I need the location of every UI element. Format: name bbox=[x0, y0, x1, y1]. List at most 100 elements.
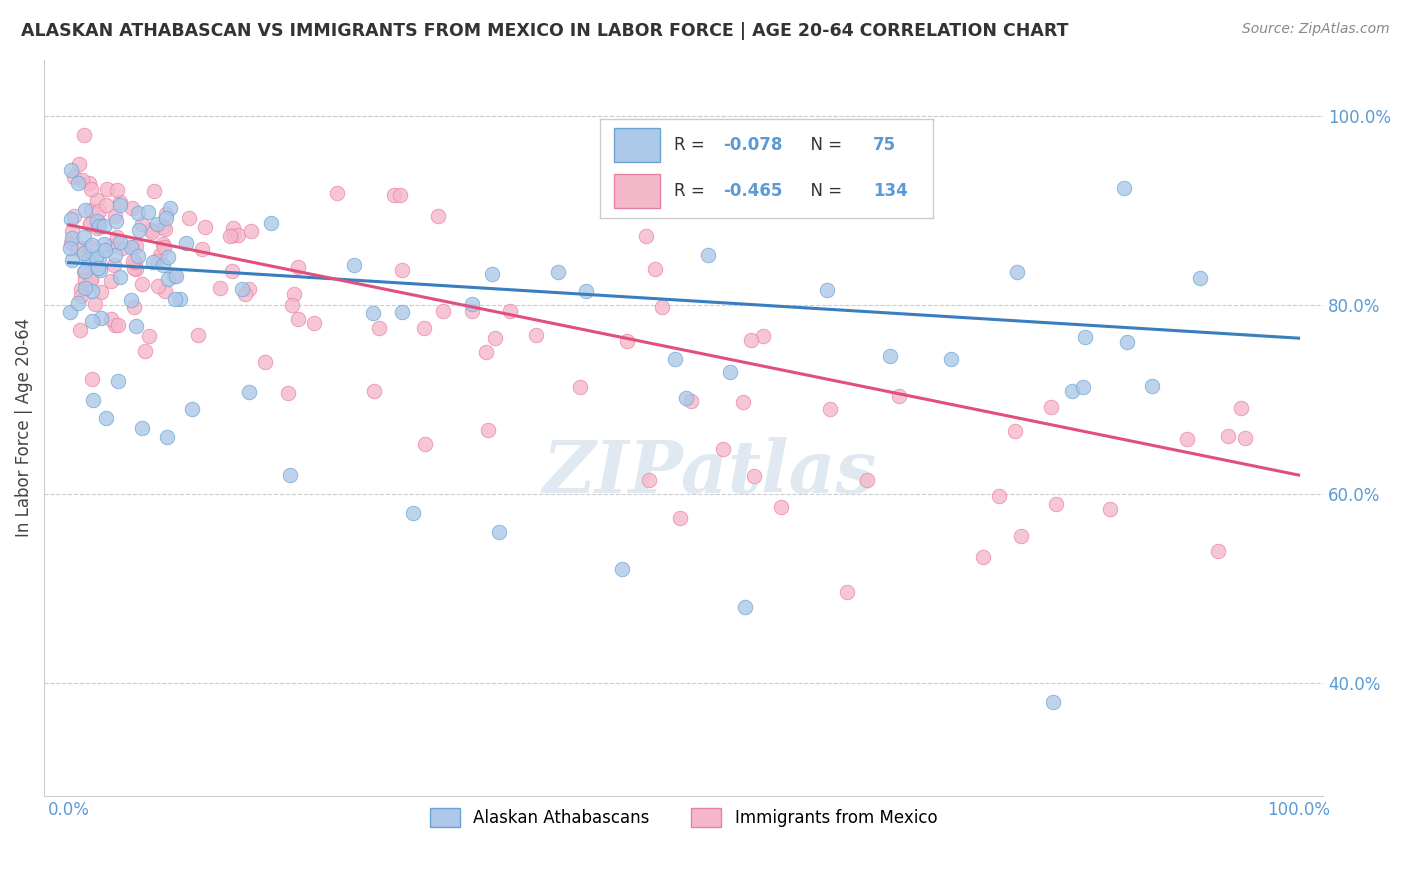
Point bbox=[669, 511, 692, 525]
Point bbox=[176, 235, 198, 250]
Text: Source: ZipAtlas.com: Source: ZipAtlas.com bbox=[1241, 22, 1389, 37]
Point bbox=[60, 224, 83, 238]
Point bbox=[80, 202, 103, 217]
Point bbox=[100, 239, 122, 253]
Point bbox=[391, 263, 413, 277]
Point bbox=[124, 262, 146, 277]
Point bbox=[427, 209, 450, 223]
Point bbox=[856, 473, 879, 487]
Point bbox=[283, 286, 305, 301]
Point bbox=[94, 244, 117, 258]
Point bbox=[460, 297, 482, 311]
Point bbox=[238, 282, 260, 296]
Point bbox=[89, 263, 111, 277]
Point bbox=[153, 221, 176, 235]
Point bbox=[152, 237, 174, 252]
Point bbox=[879, 349, 901, 363]
Point bbox=[66, 296, 89, 310]
Point bbox=[79, 217, 101, 231]
Point bbox=[128, 223, 150, 237]
Point bbox=[138, 328, 160, 343]
Point bbox=[238, 384, 260, 399]
Point bbox=[73, 128, 96, 143]
Point bbox=[1099, 501, 1122, 516]
Point bbox=[155, 207, 177, 221]
Point bbox=[287, 260, 309, 274]
Point bbox=[125, 239, 148, 253]
Point bbox=[131, 217, 153, 231]
Point bbox=[734, 600, 756, 615]
Point bbox=[75, 203, 97, 218]
Point bbox=[86, 221, 108, 235]
Point bbox=[278, 468, 301, 483]
Point bbox=[156, 272, 179, 286]
Point bbox=[157, 250, 180, 264]
Point bbox=[59, 241, 82, 255]
Point bbox=[637, 473, 659, 487]
Point bbox=[107, 374, 129, 388]
Point bbox=[484, 331, 506, 345]
Point bbox=[77, 177, 100, 191]
Point bbox=[73, 246, 96, 260]
Point bbox=[222, 228, 245, 243]
Point bbox=[1071, 380, 1094, 394]
Point bbox=[302, 317, 325, 331]
Point bbox=[70, 289, 93, 303]
Point bbox=[149, 248, 172, 262]
Point bbox=[127, 206, 149, 220]
Point bbox=[1042, 695, 1064, 709]
Point bbox=[165, 269, 187, 284]
Point bbox=[742, 468, 765, 483]
Point bbox=[260, 216, 283, 230]
Point bbox=[90, 311, 112, 326]
Point bbox=[651, 300, 673, 314]
Point bbox=[474, 345, 496, 359]
Point bbox=[152, 219, 174, 234]
Point bbox=[368, 321, 391, 335]
Point bbox=[363, 384, 385, 399]
Point bbox=[326, 186, 349, 200]
Point bbox=[1073, 330, 1095, 344]
Point bbox=[104, 248, 127, 262]
Point bbox=[80, 372, 103, 386]
Point bbox=[127, 249, 149, 263]
Point bbox=[73, 273, 96, 287]
Text: ZIPatlas: ZIPatlas bbox=[543, 436, 876, 508]
Point bbox=[66, 243, 89, 257]
Point bbox=[104, 318, 127, 332]
Point bbox=[711, 442, 734, 457]
Point bbox=[69, 241, 91, 255]
Point bbox=[94, 411, 117, 425]
Point bbox=[105, 214, 128, 228]
Point bbox=[231, 282, 253, 296]
Point bbox=[59, 236, 82, 251]
Point bbox=[79, 217, 101, 231]
Point bbox=[818, 401, 841, 416]
Point bbox=[770, 500, 793, 514]
Point bbox=[108, 195, 131, 210]
Point bbox=[86, 214, 108, 228]
Point bbox=[80, 270, 103, 285]
Point bbox=[80, 273, 103, 287]
Point bbox=[141, 225, 163, 239]
Point bbox=[87, 219, 110, 233]
Point bbox=[219, 229, 242, 244]
Point bbox=[1140, 379, 1163, 393]
Point bbox=[153, 240, 176, 254]
Point bbox=[73, 264, 96, 278]
Point bbox=[193, 219, 215, 234]
Point bbox=[134, 344, 156, 359]
Point bbox=[391, 305, 413, 319]
Point bbox=[222, 221, 245, 235]
Point bbox=[382, 188, 405, 202]
Point bbox=[1233, 431, 1256, 445]
Point bbox=[131, 277, 153, 291]
Point bbox=[155, 211, 177, 225]
Point bbox=[1175, 432, 1198, 446]
Point bbox=[239, 224, 262, 238]
Point bbox=[388, 188, 411, 202]
Point bbox=[100, 312, 122, 326]
Point bbox=[616, 334, 638, 348]
Point bbox=[122, 260, 145, 275]
Point bbox=[87, 251, 110, 265]
